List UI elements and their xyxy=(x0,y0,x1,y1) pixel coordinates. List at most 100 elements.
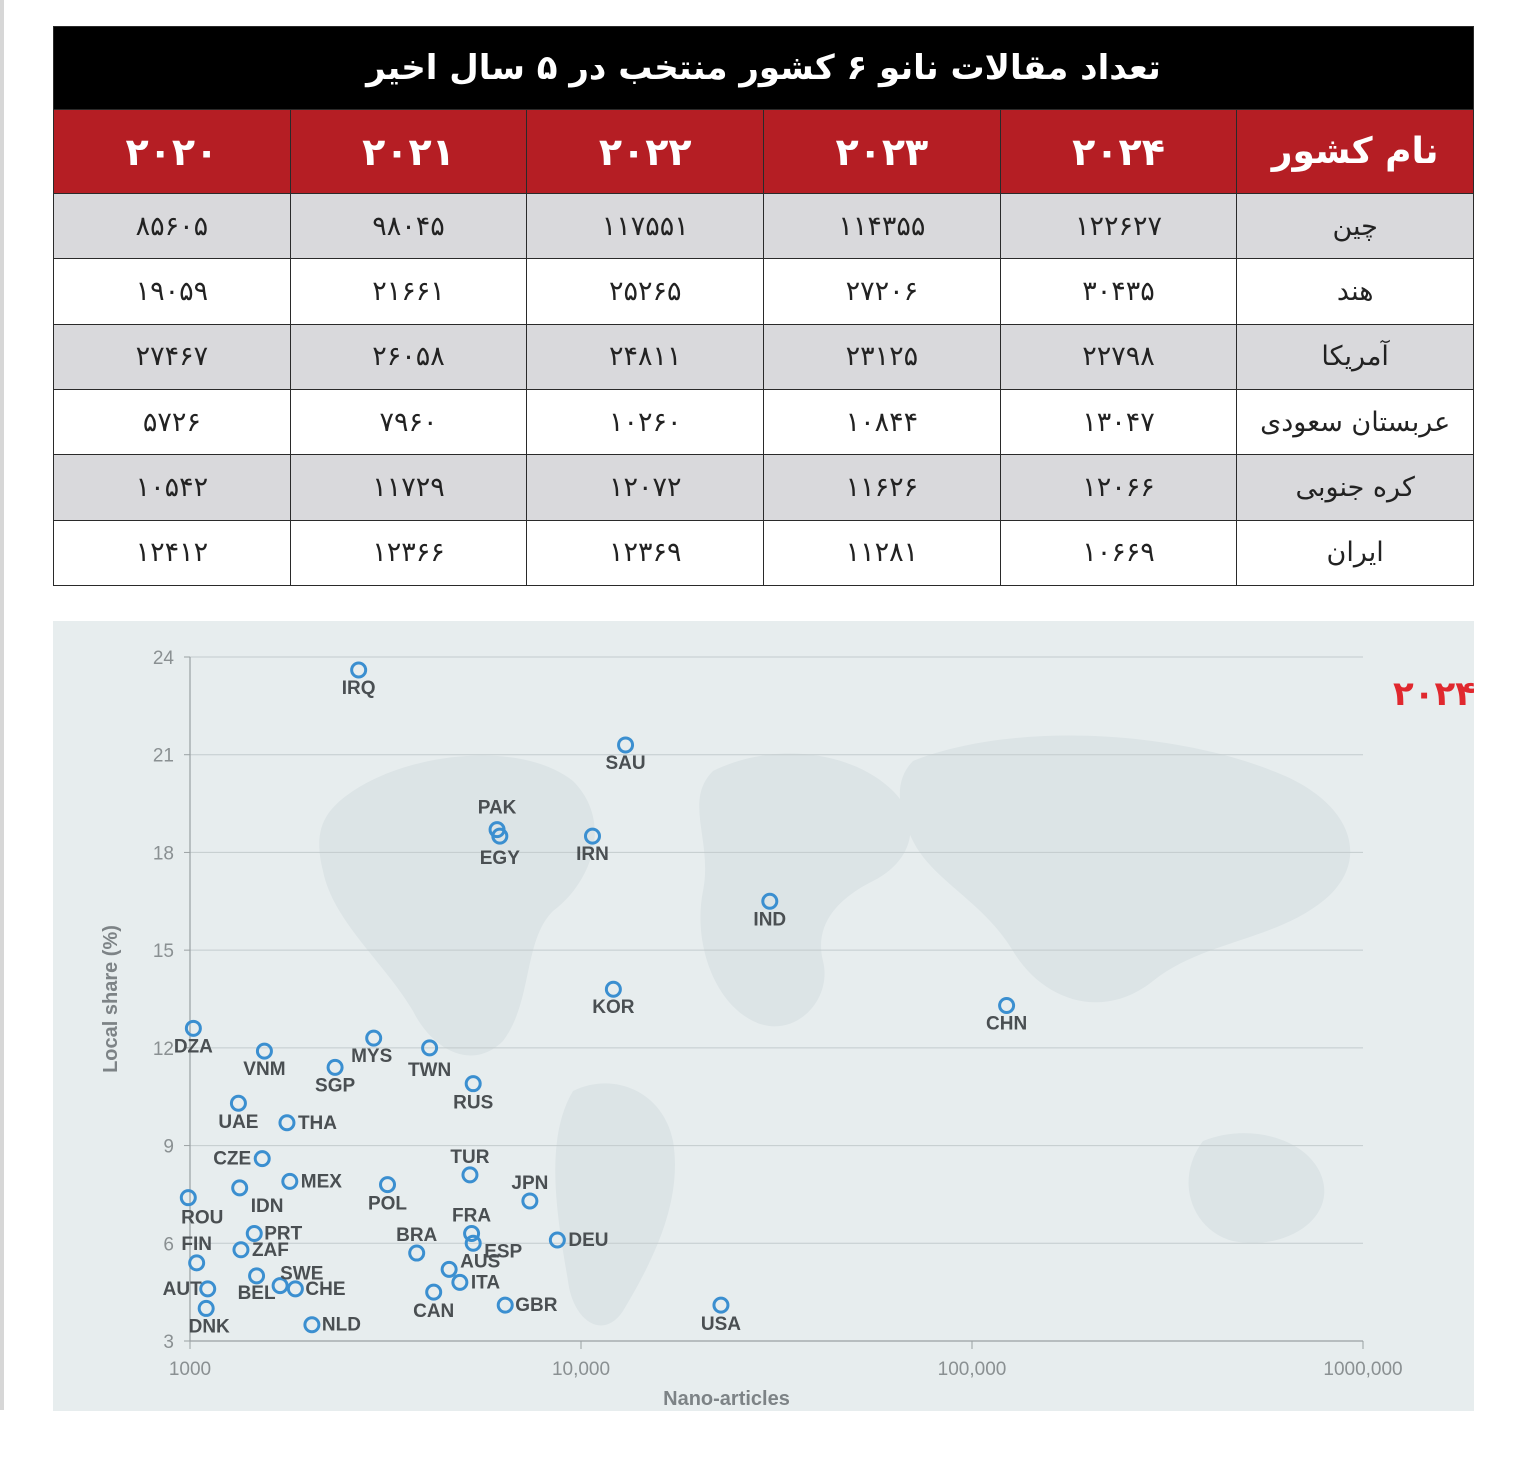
point-label-ind: IND xyxy=(753,909,786,930)
value-cell: ۲۴۸۱۱ xyxy=(526,323,765,390)
point-irq xyxy=(350,661,368,679)
country-cell: آمریکا xyxy=(1236,323,1474,390)
x-tick-label: 100,000 xyxy=(938,1359,1007,1380)
point-tha xyxy=(278,1114,296,1132)
header-2022: ۲۰۲۲ xyxy=(526,109,765,194)
point-pol xyxy=(379,1176,397,1194)
left-edge-rule xyxy=(0,0,4,1410)
value-cell: ۲۷۲۰۶ xyxy=(763,258,1001,325)
point-uae xyxy=(229,1094,247,1112)
value-cell: ۱۱۷۲۹ xyxy=(289,454,528,521)
point-label-mex: MEX xyxy=(301,1171,343,1192)
value-cell: ۱۱۲۸۱ xyxy=(763,519,1001,587)
x-tick-label: 1000 xyxy=(169,1359,211,1380)
world-map-watermark xyxy=(319,735,1351,1326)
header-2023: ۲۰۲۳ xyxy=(763,109,1001,194)
table-row: آمریکا ۲۲۷۹۸ ۲۳۱۲۵ ۲۴۸۱۱ ۲۶۰۵۸ ۲۷۴۶۷ xyxy=(53,323,1474,390)
data-points: IRQ SAU PAK EGY IRN IND KOR CHN DZA MYS TWN VNM SGP R… xyxy=(163,661,1027,1337)
x-tick-label: 1000,000 xyxy=(1323,1359,1402,1380)
value-cell: ۱۰۲۶۰ xyxy=(526,388,765,456)
point-can xyxy=(425,1283,443,1301)
table-header-row: نام کشور ۲۰۲۴ ۲۰۲۳ ۲۰۲۲ ۲۰۲۱ ۲۰۲۰ xyxy=(53,109,1474,194)
point-label-deu: DEU xyxy=(568,1230,608,1251)
y-tick-label: 12 xyxy=(153,1039,174,1060)
point-label-sau: SAU xyxy=(605,753,645,774)
point-label-tur: TUR xyxy=(450,1147,489,1168)
point-label-dza: DZA xyxy=(174,1036,213,1057)
value-cell: ۱۳۰۴۷ xyxy=(999,388,1238,456)
point-esp xyxy=(464,1234,482,1252)
point-label-chn: CHN xyxy=(986,1014,1027,1035)
point-tur xyxy=(461,1166,479,1184)
point-label-swe: SWE xyxy=(280,1264,323,1285)
value-cell: ۲۷۴۶۷ xyxy=(53,323,291,390)
value-cell: ۲۳۱۲۵ xyxy=(763,323,1001,390)
point-bra xyxy=(408,1244,426,1262)
point-label-can: CAN xyxy=(413,1301,454,1322)
point-vnm xyxy=(255,1042,273,1060)
country-cell: عربستان سعودی xyxy=(1236,388,1474,456)
value-cell: ۱۰۵۴۲ xyxy=(53,454,291,521)
value-cell: ۲۲۷۹۸ xyxy=(999,323,1238,390)
point-rus xyxy=(464,1075,482,1093)
point-aut xyxy=(199,1280,217,1298)
country-cell: ایران xyxy=(1236,519,1474,587)
point-zaf xyxy=(232,1241,250,1259)
point-che xyxy=(286,1280,304,1298)
y-axis-label: Local share (%) xyxy=(100,925,122,1073)
point-label-irq: IRQ xyxy=(342,678,376,699)
value-cell: ۳۰۴۳۵ xyxy=(999,258,1238,325)
point-label-aut: AUT xyxy=(163,1279,202,1300)
point-dza xyxy=(184,1019,202,1037)
value-cell: ۱۰۶۶۹ xyxy=(999,519,1238,587)
value-cell: ۲۵۲۶۵ xyxy=(526,258,765,325)
point-label-ita: ITA xyxy=(471,1272,500,1293)
point-ita xyxy=(451,1273,469,1291)
header-2021: ۲۰۲۱ xyxy=(289,109,528,194)
point-label-aus: AUS xyxy=(460,1251,500,1272)
y-tick-label: 21 xyxy=(153,746,174,767)
table-title: تعداد مقالات نانو ۶ کشور منتخب در ۵ سال … xyxy=(53,25,1474,111)
point-label-uae: UAE xyxy=(218,1112,258,1133)
point-label-vnm: VNM xyxy=(243,1059,285,1080)
country-cell: هند xyxy=(1236,258,1474,325)
value-cell: ۹۸۰۴۵ xyxy=(289,192,528,260)
point-label-sgp: SGP xyxy=(315,1075,355,1096)
point-nld xyxy=(303,1316,321,1334)
point-label-nld: NLD xyxy=(322,1315,361,1336)
value-cell: ۱۲۲۶۲۷ xyxy=(999,192,1238,260)
point-gbr xyxy=(496,1296,514,1314)
point-label-fra: FRA xyxy=(452,1206,491,1227)
value-cell: ۱۲۳۶۹ xyxy=(526,519,765,587)
value-cell: ۱۲۳۶۶ xyxy=(289,519,528,587)
point-label-pak: PAK xyxy=(478,798,517,819)
value-cell: ۱۲۰۷۲ xyxy=(526,454,765,521)
point-cze xyxy=(253,1150,271,1168)
point-sgp xyxy=(326,1058,344,1076)
table-row: کره جنوبی ۱۲۰۶۶ ۱۱۶۲۶ ۱۲۰۷۲ ۱۱۷۲۹ ۱۰۵۴۲ xyxy=(53,454,1474,521)
value-cell: ۱۹۰۵۹ xyxy=(53,258,291,325)
point-rou xyxy=(179,1189,197,1207)
point-label-cze: CZE xyxy=(213,1149,251,1170)
table-row: هند ۳۰۴۳۵ ۲۷۲۰۶ ۲۵۲۶۵ ۲۱۶۶۱ ۱۹۰۵۹ xyxy=(53,258,1474,325)
point-jpn xyxy=(521,1192,539,1210)
point-label-zaf: ZAF xyxy=(252,1240,289,1261)
value-cell: ۱۱۶۲۶ xyxy=(763,454,1001,521)
point-egy xyxy=(491,827,509,845)
x-tick-label: 10,000 xyxy=(552,1359,610,1380)
y-tick-label: 9 xyxy=(163,1137,174,1158)
point-label-rus: RUS xyxy=(453,1093,493,1114)
point-mys xyxy=(365,1029,383,1047)
country-cell: کره جنوبی xyxy=(1236,454,1474,521)
axes: 3 6 9 12 15 18 21 24 1000 10,000 100,000 1000,000 xyxy=(153,648,1403,1380)
point-label-pol: POL xyxy=(368,1194,407,1215)
point-label-egy: EGY xyxy=(480,848,520,869)
point-mex xyxy=(281,1172,299,1190)
point-idn xyxy=(231,1179,249,1197)
value-cell: ۱۱۷۵۵۱ xyxy=(526,192,765,260)
point-prt xyxy=(245,1225,263,1243)
point-label-fin: FIN xyxy=(181,1234,212,1255)
table-row: ایران ۱۰۶۶۹ ۱۱۲۸۱ ۱۲۳۶۹ ۱۲۳۶۶ ۱۲۴۱۲ xyxy=(53,519,1474,587)
value-cell: ۲۱۶۶۱ xyxy=(289,258,528,325)
point-chn xyxy=(998,997,1016,1015)
